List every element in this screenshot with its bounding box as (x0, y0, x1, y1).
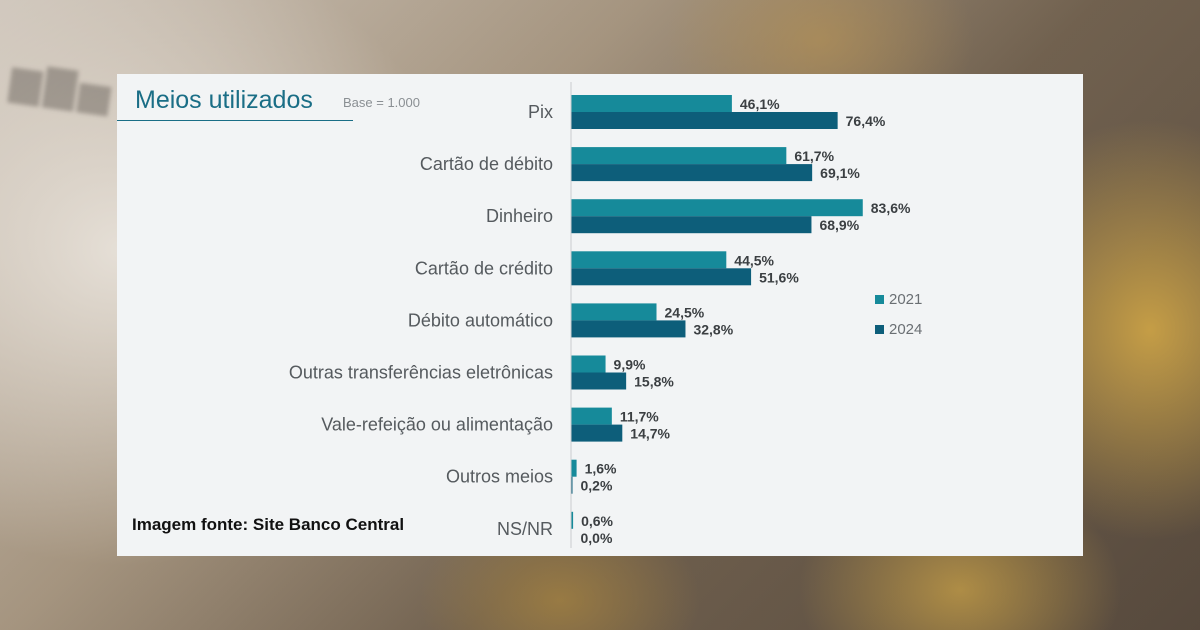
category-label: Débito automático (408, 310, 553, 330)
bar-2021 (571, 511, 574, 529)
data-label-2021: 0,6% (581, 513, 613, 529)
category-label: Cartão de crédito (415, 258, 553, 278)
category-label: Outras transferências eletrônicas (289, 363, 553, 383)
legend-label-2024: 2024 (889, 321, 922, 338)
bar-2024 (571, 216, 812, 234)
data-label-2024: 14,7% (630, 426, 670, 442)
bar-2021 (571, 147, 787, 165)
data-label-2024: 0,2% (581, 478, 613, 494)
bar-2021 (571, 355, 606, 373)
bar-2024 (571, 268, 752, 286)
bar-2021 (571, 459, 577, 477)
bar-2021 (571, 303, 657, 321)
source-note: Imagem fonte: Site Banco Central (132, 515, 405, 534)
data-label-2021: 44,5% (734, 252, 774, 268)
bar-2024 (571, 320, 686, 338)
data-label-2024: 51,6% (759, 269, 799, 285)
data-label-2021: 24,5% (665, 304, 705, 320)
category-label: Vale-refeição ou alimentação (321, 415, 553, 435)
category-label: NS/NR (497, 519, 553, 539)
bar-2021 (571, 95, 732, 112)
chart-panel: Meios utilizados Base = 1.000 Pix 46,1% 76… (117, 74, 1083, 556)
data-label-2024: 76,4% (846, 113, 886, 129)
bar-2021 (571, 251, 727, 269)
data-label-2021: 1,6% (585, 461, 617, 477)
category-label: Pix (528, 102, 553, 122)
chart-title: Meios utilizados (135, 86, 313, 114)
bar-2021 (571, 199, 863, 217)
data-label-2024: 68,9% (819, 217, 859, 233)
bar-2024 (571, 424, 623, 442)
category-label: Outros meios (446, 467, 553, 487)
data-label-2024: 32,8% (693, 321, 733, 337)
bar-2021 (571, 407, 612, 425)
data-label-2024: 15,8% (634, 374, 674, 390)
data-label-2024: 0,0% (581, 530, 613, 546)
chart-subtitle: Base = 1.000 (343, 95, 420, 110)
data-label-2021: 61,7% (794, 148, 834, 164)
data-label-2021: 83,6% (871, 200, 911, 216)
bar-chart: Pix 46,1% 76,4% Cartão de débito 61,7%69,1% D… (289, 82, 922, 548)
legend-label-2021: 2021 (889, 291, 922, 308)
data-label-2024: 69,1% (820, 165, 860, 181)
bar-2024 (571, 112, 838, 129)
legend-swatch-2024 (875, 325, 884, 334)
legend-swatch-2021 (875, 295, 884, 304)
category-label: Cartão de débito (420, 154, 553, 174)
bar-2024 (571, 372, 627, 390)
title-underline (117, 120, 353, 121)
data-label-2021: 46,1% (740, 96, 780, 112)
data-label-2021: 11,7% (620, 409, 659, 425)
category-label: Dinheiro (486, 206, 553, 226)
data-label-2021: 9,9% (614, 357, 646, 373)
bar-2024 (571, 476, 573, 494)
bar-2024 (571, 164, 813, 182)
